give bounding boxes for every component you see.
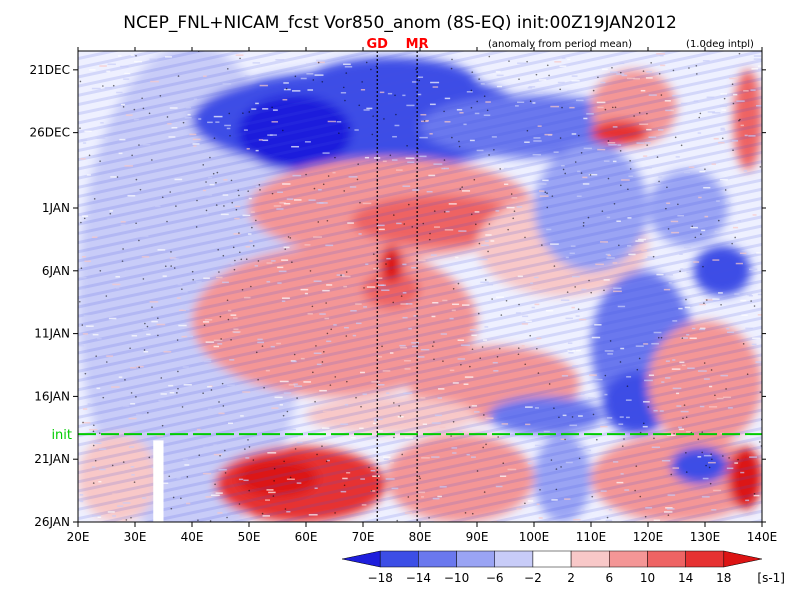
x-tick-label: 30E: [124, 530, 147, 544]
y-tick-label: 16JAN: [34, 389, 70, 403]
y-tick-label: 21JAN: [34, 452, 70, 466]
y-axis: 21DEC 26DEC 1JAN 6JAN 11JAN 16JAN 21JAN 26JAN: [30, 63, 766, 529]
colorbar-segment: [685, 550, 725, 568]
y-tick-label: 11JAN: [34, 327, 70, 341]
colorbar-tick-label: 6: [605, 571, 613, 585]
y-tick-label: 26JAN: [34, 515, 70, 529]
colorbar-segment: [418, 550, 457, 568]
colorbar-segment: [647, 550, 686, 568]
colorbar-segment: [609, 550, 648, 568]
interp-note: (1.0deg intpl): [686, 39, 754, 50]
colorbar-unit: [s-1]: [757, 571, 785, 585]
colorbar-tick-label: −14: [406, 571, 431, 585]
colorbar-tick-label: −18: [368, 571, 393, 585]
anomaly-note: (anomaly from period mean): [488, 39, 632, 50]
colorbar-segment: [456, 550, 495, 568]
x-tick-label: 70E: [352, 530, 375, 544]
colorbar-tick-label: 18: [716, 571, 731, 585]
colorbar-segment: [341, 550, 381, 568]
x-axis: 20E 30E 40E 50E 60E 70E 80E 90E 100E 110E 120E 130E…: [67, 47, 778, 544]
vorticity-field: [78, 51, 762, 522]
y-tick-label: 26DEC: [30, 126, 70, 140]
x-tick-label: 60E: [295, 530, 318, 544]
x-tick-label: 140E: [747, 530, 778, 544]
missing-data-strip: [153, 440, 164, 522]
x-tick-label: 50E: [238, 530, 261, 544]
init-label: init: [51, 428, 72, 443]
colorbar-segment: [723, 550, 763, 568]
x-tick-label: 130E: [690, 530, 721, 544]
y-tick-label: 1JAN: [42, 201, 70, 215]
x-tick-label: 80E: [409, 530, 432, 544]
x-tick-label: 40E: [181, 530, 204, 544]
colorbar-tick-label: −10: [444, 571, 469, 585]
x-tick-label: 120E: [633, 530, 664, 544]
chart-title: NCEP_FNL+NICAM_fcst Vor850_anom (8S-EQ) …: [123, 13, 677, 33]
x-tick-label: 90E: [466, 530, 489, 544]
y-tick-label: 6JAN: [42, 264, 70, 278]
y-tick-label: 21DEC: [30, 63, 70, 77]
site-label: MR: [406, 37, 429, 52]
colorbar-segment: [494, 550, 534, 568]
init-line: init: [51, 428, 762, 443]
colorbar-segment: [570, 550, 610, 568]
colorbar-tick-label: 2: [567, 571, 575, 585]
site-lines: GD MR: [367, 37, 429, 522]
site-label: GD: [367, 37, 389, 52]
colorbar: −18 −14 −10 −6 −2 2 6 10 14 18 [s-1]: [341, 550, 785, 585]
colorbar-tick-label: 14: [678, 571, 693, 585]
colorbar-segment: [532, 550, 572, 568]
colorbar-tick-label: −6: [486, 571, 504, 585]
colorbar-segment: [379, 550, 419, 568]
colorbar-tick-label: −2: [524, 571, 542, 585]
x-tick-label: 110E: [576, 530, 607, 544]
x-tick-label: 20E: [67, 530, 90, 544]
colorbar-tick-label: 10: [640, 571, 655, 585]
x-tick-label: 100E: [519, 530, 550, 544]
